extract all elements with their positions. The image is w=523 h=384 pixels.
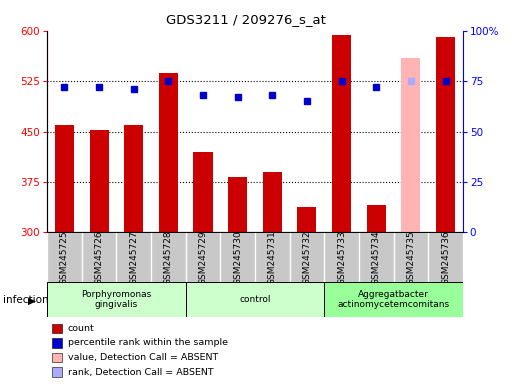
Text: GSM245735: GSM245735 xyxy=(406,230,415,285)
Text: infection: infection xyxy=(3,295,48,305)
Text: GSM245733: GSM245733 xyxy=(337,230,346,285)
Bar xyxy=(332,35,351,232)
Bar xyxy=(401,58,420,232)
Text: control: control xyxy=(239,295,271,304)
Bar xyxy=(124,125,143,232)
Text: GDS3211 / 209276_s_at: GDS3211 / 209276_s_at xyxy=(166,13,326,26)
Bar xyxy=(228,177,247,232)
Text: GSM245726: GSM245726 xyxy=(95,230,104,285)
Text: GSM245729: GSM245729 xyxy=(199,230,208,285)
Text: Porphyromonas
gingivalis: Porphyromonas gingivalis xyxy=(81,290,152,309)
Text: GSM245725: GSM245725 xyxy=(60,230,69,285)
Bar xyxy=(159,73,178,232)
Text: GSM245731: GSM245731 xyxy=(268,230,277,285)
Text: GSM245727: GSM245727 xyxy=(129,230,138,285)
Bar xyxy=(436,37,455,232)
Bar xyxy=(263,172,282,232)
Text: value, Detection Call = ABSENT: value, Detection Call = ABSENT xyxy=(68,353,218,362)
Text: percentile rank within the sample: percentile rank within the sample xyxy=(68,338,228,348)
Text: GSM245732: GSM245732 xyxy=(302,230,311,285)
Text: GSM245734: GSM245734 xyxy=(372,230,381,285)
Bar xyxy=(298,207,316,232)
Bar xyxy=(186,282,324,317)
Text: rank, Detection Call = ABSENT: rank, Detection Call = ABSENT xyxy=(68,367,213,377)
Text: Aggregatbacter
actinomycetemcomitans: Aggregatbacter actinomycetemcomitans xyxy=(337,290,450,309)
Bar xyxy=(194,152,212,232)
Text: count: count xyxy=(68,324,95,333)
Bar xyxy=(55,125,74,232)
Text: GSM245730: GSM245730 xyxy=(233,230,242,285)
Text: GSM245728: GSM245728 xyxy=(164,230,173,285)
Text: GSM245736: GSM245736 xyxy=(441,230,450,285)
Bar xyxy=(47,282,186,317)
Bar xyxy=(324,282,463,317)
Bar xyxy=(367,205,386,232)
Bar xyxy=(89,130,109,232)
Text: ▶: ▶ xyxy=(28,295,36,305)
